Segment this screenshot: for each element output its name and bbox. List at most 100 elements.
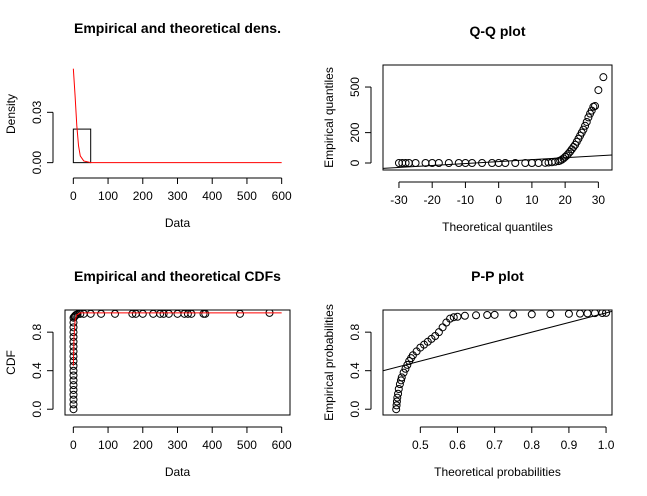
data-point: [164, 310, 173, 318]
data-point: [69, 385, 78, 394]
data-point: [579, 125, 588, 134]
data-point: [534, 159, 543, 168]
x-tick-label: 0.7: [486, 438, 503, 452]
series-line: [383, 310, 612, 372]
data-point: [581, 121, 590, 130]
x-tick-label: 100: [98, 438, 118, 452]
x-axis-label: Data: [165, 465, 191, 479]
data-point: [483, 311, 492, 320]
histogram-bar: [72, 128, 92, 164]
plot-area: [383, 310, 612, 414]
series-line: [72, 312, 282, 366]
data-point: [69, 371, 78, 380]
data-point: [69, 381, 78, 390]
y-tick-label: 0.00: [30, 151, 44, 175]
data-point: [582, 117, 591, 126]
y-tick-label: 0.4: [348, 362, 362, 379]
x-tick-label: 0: [70, 438, 77, 452]
data-point: [434, 159, 443, 168]
data-point: [86, 310, 95, 318]
data-point: [564, 310, 573, 318]
data-point: [173, 310, 182, 318]
plot-frame: [382, 309, 613, 416]
y-tick-label: 0: [348, 159, 362, 166]
data-point: [444, 159, 453, 168]
data-point: [501, 159, 510, 168]
x-tick-label: 400: [202, 438, 222, 452]
plot-frame: [382, 64, 613, 171]
x-tick-label: -30: [390, 193, 408, 207]
data-point: [69, 366, 78, 375]
data-point: [159, 310, 168, 318]
data-point: [201, 310, 210, 318]
data-point: [411, 159, 420, 168]
x-tick-label: 1.0: [598, 438, 615, 452]
data-point: [583, 310, 592, 318]
data-point: [76, 310, 85, 318]
y-tick-label: 0.8: [348, 323, 362, 340]
plot-area: [383, 73, 612, 169]
data-point: [394, 389, 403, 398]
x-tick-label: 300: [167, 189, 187, 203]
data-point: [187, 310, 196, 318]
x-tick-label: 0.9: [561, 438, 578, 452]
data-point: [397, 373, 406, 382]
x-axis-label: Theoretical quantiles: [442, 220, 553, 234]
x-tick-label: 0.6: [449, 438, 466, 452]
x-tick-label: 600: [272, 189, 292, 203]
y-tick-label: 0.8: [30, 323, 44, 340]
x-tick-label: 0: [495, 193, 502, 207]
x-tick-label: 300: [167, 438, 187, 452]
data-point: [97, 310, 106, 318]
panel: Q-Q plot Theoretical quantiles Empirical q…: [322, 23, 613, 234]
data-point: [494, 159, 503, 168]
data-point: [392, 401, 401, 410]
chart-title: Q-Q plot: [470, 23, 526, 39]
data-point: [527, 310, 536, 319]
data-point: [69, 405, 78, 414]
x-tick-label: 500: [237, 189, 257, 203]
x-tick-label: -20: [424, 193, 442, 207]
data-point: [438, 323, 447, 332]
panel: P-P plot Theoretical probabilities Empiric…: [322, 268, 615, 479]
chart-title: Empirical and theoretical CDFs: [74, 268, 281, 284]
data-point: [460, 311, 469, 320]
data-point: [236, 310, 244, 318]
x-axis-label: Data: [165, 216, 191, 230]
y-tick-label: 500: [348, 77, 362, 97]
data-point: [490, 310, 499, 319]
plot-area: [69, 310, 282, 414]
y-tick-label: 0.03: [30, 100, 44, 124]
data-point: [111, 310, 119, 318]
data-point: [454, 159, 463, 168]
y-tick-label: 0.4: [30, 362, 44, 379]
x-tick-label: 600: [272, 438, 292, 452]
data-point: [594, 86, 603, 95]
x-tick-label: -10: [457, 193, 475, 207]
data-point: [511, 159, 520, 168]
chart-title: Empirical and theoretical dens.: [74, 20, 281, 36]
x-tick-label: 0: [70, 189, 77, 203]
data-point: [73, 310, 82, 319]
x-tick-label: 30: [592, 193, 606, 207]
x-tick-label: 0.5: [412, 438, 429, 452]
data-point: [138, 310, 147, 318]
data-point: [453, 312, 462, 321]
x-tick-label: 0.8: [523, 438, 540, 452]
y-axis-label: Density: [4, 94, 18, 134]
data-point: [183, 310, 192, 318]
y-tick-label: 0.0: [30, 401, 44, 418]
data-point: [149, 310, 158, 318]
series-line: [383, 154, 612, 169]
data-point: [394, 384, 403, 393]
x-axis-label: Theoretical probabilities: [434, 465, 561, 479]
data-point: [602, 310, 611, 317]
x-tick-label: 10: [525, 193, 539, 207]
data-point: [69, 376, 78, 385]
data-point: [69, 400, 78, 409]
data-point: [392, 405, 401, 414]
data-point: [488, 159, 497, 168]
y-axis-label: Empirical quantiles: [322, 67, 336, 168]
